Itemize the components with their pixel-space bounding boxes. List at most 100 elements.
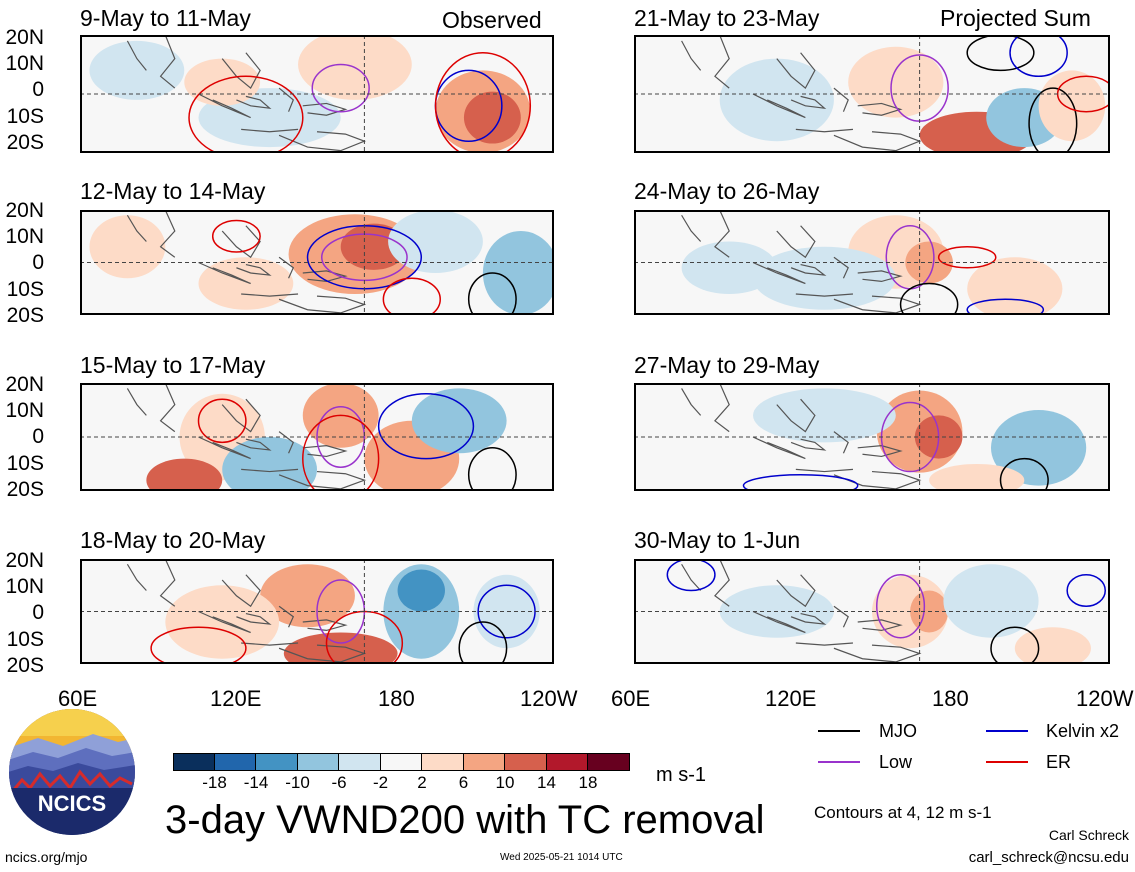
legend-line-low <box>818 761 860 763</box>
wave-contour <box>150 626 247 664</box>
colorbar-swatch <box>339 753 381 771</box>
anomaly-shading <box>89 215 166 279</box>
coastline <box>126 214 147 242</box>
coastline <box>221 52 261 90</box>
coastline <box>833 431 849 454</box>
anomaly-shading <box>463 91 521 144</box>
colorbar-swatch <box>463 753 505 771</box>
lon-label: 60E <box>611 686 651 711</box>
wave-contour <box>1028 87 1078 153</box>
coastline <box>790 438 827 451</box>
coastline <box>241 642 299 646</box>
lat-label: 0 <box>32 425 44 448</box>
ncics-logo-graphic: NCICS <box>9 709 135 835</box>
site-link[interactable]: ncics.org/mjo <box>5 849 88 865</box>
panel-6-title: 24-May to 26-May <box>634 178 820 204</box>
lon-label: 120E <box>765 686 817 711</box>
coastline <box>278 87 295 112</box>
coastline <box>681 40 702 71</box>
units-label: m s-1 <box>656 764 706 786</box>
colorbar-swatch <box>297 753 339 771</box>
colorbar-swatch <box>380 753 422 771</box>
map-field <box>634 559 1110 664</box>
coastline <box>714 383 730 433</box>
coastline <box>221 225 261 259</box>
wave-contour <box>188 75 304 153</box>
anomaly-shading <box>473 574 540 649</box>
lat-label: 0 <box>32 601 44 624</box>
coastline <box>795 468 854 473</box>
colorbar-label: -2 <box>372 773 389 792</box>
coastline <box>221 574 261 608</box>
legend-label-low: Low <box>879 752 913 772</box>
coastline <box>278 470 367 490</box>
author-email: carl_schreck@ncsu.edu <box>968 849 1129 866</box>
wave-contour <box>458 621 508 664</box>
coastline <box>857 445 903 458</box>
lon-label: 180 <box>378 686 415 711</box>
coastline <box>857 619 903 632</box>
coastline <box>833 87 849 112</box>
coastline <box>752 610 806 634</box>
wave-contour <box>966 35 1035 72</box>
panel-3-title: 15-May to 17-May <box>80 352 266 378</box>
coastline <box>278 295 367 314</box>
map-field <box>80 210 554 315</box>
coastline <box>278 256 295 279</box>
coastline <box>857 102 903 116</box>
coastline <box>126 40 147 71</box>
coastline <box>236 264 272 276</box>
map-field <box>80 35 554 153</box>
panel-1-title: 9-May to 11-May <box>80 5 251 31</box>
anomaly-shading <box>222 437 317 491</box>
anomaly-shading <box>681 241 777 294</box>
coastline <box>126 563 147 591</box>
anomaly-shading <box>753 246 896 310</box>
legend-line-mjo <box>818 730 860 732</box>
coastline <box>752 93 806 119</box>
map-field <box>634 210 1110 315</box>
coastline <box>833 605 849 628</box>
coastline <box>776 225 816 259</box>
colorbar-swatch <box>173 753 215 771</box>
panel-5-tag: Projected Sum <box>940 5 1091 31</box>
timestamp: Wed 2025-05-21 1014 UTC <box>500 852 623 863</box>
logo-text: NCICS <box>38 791 106 816</box>
anomaly-shading <box>753 388 896 443</box>
panel-2-title: 12-May to 14-May <box>80 178 266 204</box>
panel-8-title: 30-May to 1-Jun <box>634 527 801 553</box>
panel-1-tag: Observed <box>442 7 542 33</box>
lat-label: 0 <box>32 78 44 101</box>
colorbar-swatch <box>214 753 256 771</box>
lat-label: 10S <box>6 452 44 475</box>
lat-label: 20N <box>5 549 44 572</box>
panel-7-title: 27-May to 29-May <box>634 352 820 378</box>
colorbar-swatch <box>256 753 298 771</box>
panel-5-title: 21-May to 23-May <box>634 5 820 31</box>
coastline <box>795 128 854 133</box>
coastline <box>790 264 827 276</box>
coastline <box>159 559 176 607</box>
map-panel <box>634 559 1110 664</box>
lon-label: 120W <box>520 686 578 711</box>
colorbar-label: 18 <box>578 773 598 792</box>
wave-contour <box>467 272 517 315</box>
wave-contour <box>999 457 1049 491</box>
wave-contour <box>211 219 261 253</box>
lon-label: 180 <box>932 686 969 711</box>
anomaly-shading <box>719 58 834 142</box>
coastline <box>833 644 922 663</box>
map-panel <box>634 210 1110 315</box>
wave-contour <box>197 398 247 444</box>
lat-label: 20N <box>5 199 44 222</box>
coastline <box>159 383 176 433</box>
wave-contour <box>1009 35 1068 78</box>
coastline <box>278 644 367 663</box>
coastline <box>795 642 854 646</box>
colorbar-label: -10 <box>285 773 310 792</box>
colorbar-swatch <box>588 753 630 771</box>
coastline <box>236 95 272 109</box>
anomaly-shading <box>1038 70 1106 142</box>
lat-label: 10S <box>6 628 44 651</box>
wave-contour <box>1066 574 1106 607</box>
